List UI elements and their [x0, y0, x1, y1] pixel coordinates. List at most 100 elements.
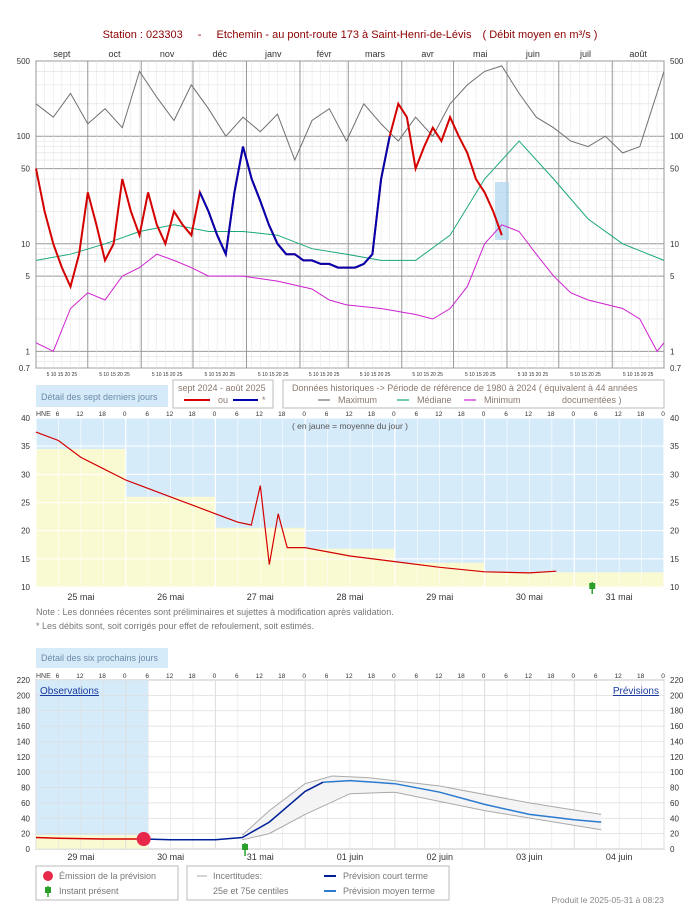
detail7-label: Détail des sept derniers jours: [41, 392, 158, 402]
month-label: sept: [53, 49, 71, 59]
hour-tick: 12: [435, 411, 443, 418]
emission-marker: [136, 832, 151, 847]
seven-day-label: 27 mai: [247, 592, 274, 602]
month-label: déc: [212, 49, 227, 59]
documented-label: documentées ): [562, 395, 622, 405]
max-legend-label: Maximum: [338, 395, 377, 405]
day-tick-label: 5 10 15 20 25: [204, 372, 235, 378]
seven-y-tick-left: 15: [21, 555, 30, 564]
day-tick-label: 5 10 15 20 25: [258, 372, 289, 378]
hour-tick: 18: [637, 411, 645, 418]
centile-75-line: [241, 775, 602, 836]
six-hour-tick: 0: [123, 673, 127, 680]
y-tick-left: 50: [21, 165, 30, 174]
six-hour-tick: 0: [392, 673, 396, 680]
day-tick-label: 5 10 15 20 25: [412, 372, 443, 378]
legend-row: Détail des sept derniers jours sept 2024…: [36, 379, 665, 409]
six-hour-tick: 6: [235, 673, 239, 680]
six-y-tick-right: 60: [670, 799, 679, 808]
six-day-label: 31 mai: [247, 852, 274, 862]
station-label: Station : 023303: [103, 29, 183, 41]
y-tick-right: 100: [670, 132, 684, 141]
observations-area: [36, 680, 148, 849]
six-day-label: 30 mai: [157, 852, 184, 862]
seven-day-label: 30 mai: [516, 592, 543, 602]
short-term-forecast-line: [143, 781, 324, 841]
hour-tick: 18: [547, 411, 555, 418]
hour-tick: 0: [571, 411, 575, 418]
six-y-tick-left: 120: [17, 753, 31, 762]
six-y-tick-right: 80: [670, 784, 679, 793]
day-tick-label: 5 10 15 20 25: [47, 372, 78, 378]
note-corrected: * Les débits sont, soit corrigés pour ef…: [36, 621, 314, 631]
annual-hydrograph: sept 5 10 15 20 25 oct 5 10 15 20 25 nov 5 10…: [17, 49, 684, 378]
month-label: juil: [579, 49, 591, 59]
month-label: févr: [317, 49, 332, 59]
six-y-tick-right: 100: [670, 768, 684, 777]
hour-tick: 6: [414, 411, 418, 418]
seven-y-tick-right: 10: [670, 583, 679, 592]
hour-tick: 6: [504, 411, 508, 418]
day-tick-label: 5 10 15 20 25: [309, 372, 340, 378]
six-hour-tick: 12: [615, 673, 623, 680]
day-tick-label: 5 10 15 20 25: [99, 372, 130, 378]
hour-tick: 12: [525, 411, 533, 418]
six-hour-tick: 18: [99, 673, 107, 680]
medium-term-forecast-line: [323, 779, 602, 823]
present-label: Instant présent: [59, 886, 119, 896]
month-label: oct: [108, 49, 121, 59]
month-label: avr: [421, 49, 434, 59]
annual-series-estimated: [198, 136, 391, 269]
six-hour-tick: 6: [56, 673, 60, 680]
six-y-tick-right: 200: [670, 691, 684, 700]
six-y-tick-left: 20: [21, 830, 30, 839]
produced-timestamp: Produit le 2025-05-31 à 08:23: [552, 895, 665, 905]
hour-tick: 18: [458, 411, 466, 418]
unit-note: ( Débit moyen en m³/s ): [483, 29, 598, 41]
seven-day-label: 25 mai: [67, 592, 94, 602]
period-box: [172, 379, 274, 409]
station-name: Etchemin - au pont-route 173 à Saint-Hen…: [216, 29, 471, 41]
present-marker-square: [589, 583, 596, 589]
six-hour-tick: 6: [504, 673, 508, 680]
month-label: mai: [473, 49, 488, 59]
seven-y-tick-left: 20: [21, 527, 30, 536]
hne-label-7: HNE: [36, 411, 51, 418]
six-y-tick-left: 100: [17, 768, 31, 777]
six-hour-tick: 0: [661, 673, 665, 680]
six-y-tick-right: 120: [670, 753, 684, 762]
six-hour-tick: 6: [414, 673, 418, 680]
note-preliminary: Note : Les données récentes sont prélimi…: [36, 607, 394, 617]
six-y-tick-right: 160: [670, 722, 684, 731]
six-hour-tick: 6: [594, 673, 598, 680]
month-label: janv: [264, 49, 282, 59]
six-hour-tick: 12: [435, 673, 443, 680]
hour-tick: 18: [99, 411, 107, 418]
day-tick-label: 5 10 15 20 25: [360, 372, 391, 378]
month-label: nov: [160, 49, 175, 59]
hour-tick: 12: [166, 411, 174, 418]
y-tick-left: 1: [26, 347, 31, 356]
star-label: *: [262, 395, 266, 405]
seven-y-tick-left: 30: [21, 470, 30, 479]
emission-label: Émission de la prévision: [59, 871, 156, 881]
six-day-label: 03 juin: [516, 852, 543, 862]
hour-tick: 0: [661, 411, 665, 418]
six-hour-tick: 18: [458, 673, 466, 680]
six-y-tick-left: 200: [17, 691, 31, 700]
hour-tick: 0: [482, 411, 486, 418]
title-separator: -: [198, 29, 202, 41]
emission-marker-icon: [43, 871, 53, 881]
hour-tick: 6: [235, 411, 239, 418]
six-y-tick-left: 140: [17, 737, 31, 746]
six-hour-tick: 6: [325, 673, 329, 680]
seven-day-label: 31 mai: [606, 592, 633, 602]
hour-tick: 12: [256, 411, 264, 418]
six-y-tick-left: 160: [17, 722, 31, 731]
min-legend-label: Minimum: [484, 395, 521, 405]
six-y-tick-right: 180: [670, 707, 684, 716]
day-tick-label: 5 10 15 20 25: [570, 372, 601, 378]
six-hour-tick: 0: [302, 673, 306, 680]
six-hour-tick: 18: [547, 673, 555, 680]
